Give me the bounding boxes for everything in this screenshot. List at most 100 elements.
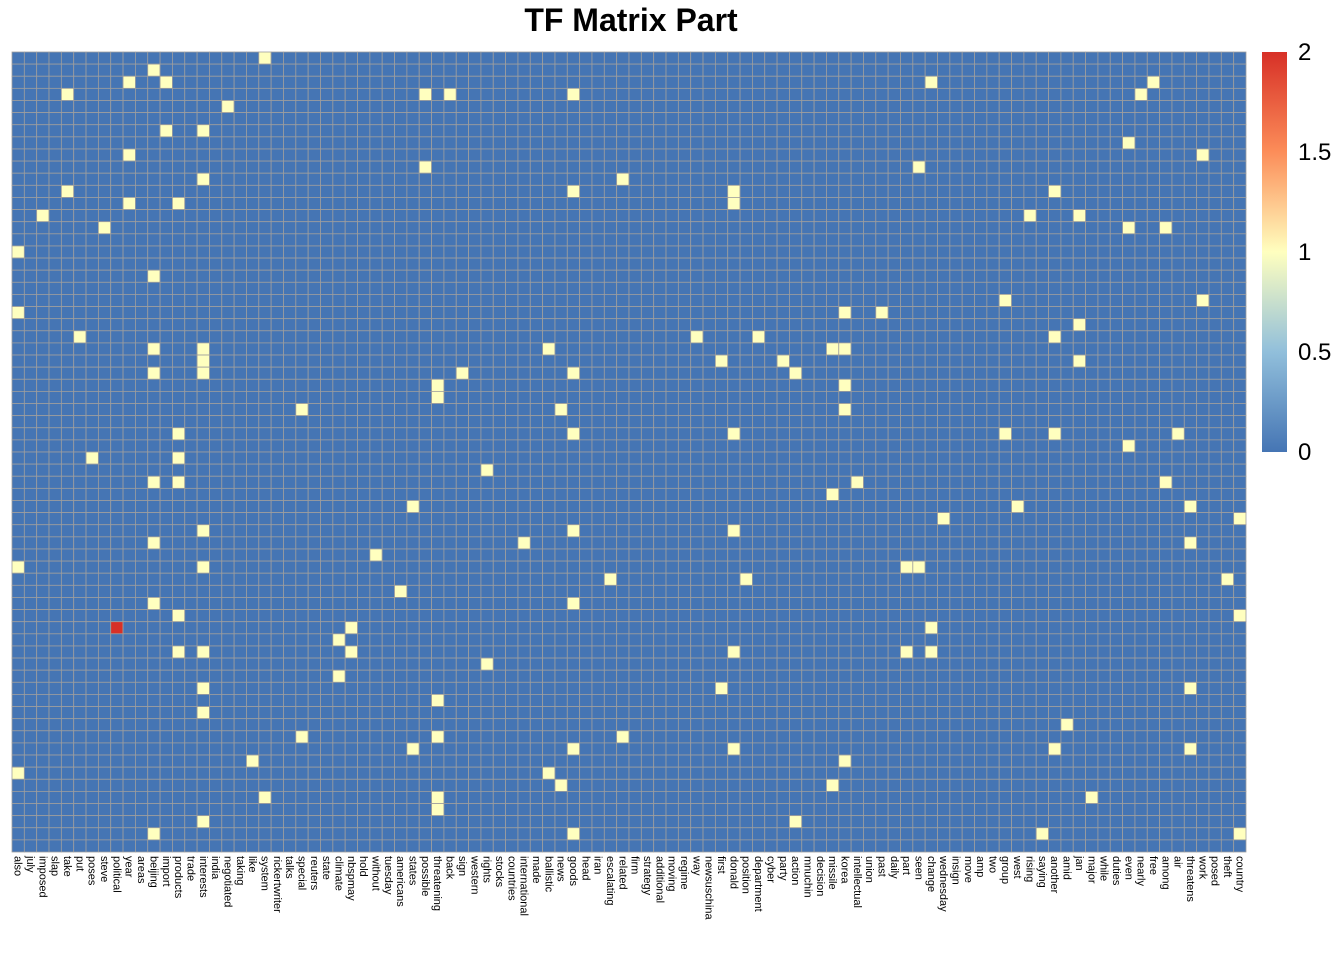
heatmap-cell bbox=[134, 500, 149, 514]
heatmap-cell bbox=[468, 100, 482, 114]
heatmap-cell bbox=[517, 318, 531, 332]
heatmap-cell bbox=[357, 51, 371, 65]
heatmap-cell bbox=[813, 184, 827, 198]
heatmap-cell bbox=[122, 160, 136, 174]
heatmap-cell bbox=[764, 487, 778, 501]
heatmap-cell bbox=[640, 233, 655, 247]
heatmap-cell bbox=[838, 136, 852, 150]
heatmap-cell bbox=[628, 172, 642, 186]
heatmap-cell bbox=[233, 281, 247, 295]
heatmap-cell bbox=[863, 415, 877, 429]
heatmap-cell bbox=[270, 633, 284, 647]
heatmap-cell bbox=[1233, 148, 1247, 162]
heatmap-cell bbox=[1011, 124, 1025, 138]
heatmap-cell bbox=[974, 597, 988, 610]
heatmap-cell bbox=[1233, 427, 1247, 441]
heatmap-cell bbox=[863, 560, 877, 574]
heatmap-cell bbox=[653, 209, 667, 223]
heatmap-cell bbox=[1220, 269, 1235, 283]
heatmap-cell bbox=[1097, 281, 1111, 295]
heatmap-cell bbox=[1011, 318, 1025, 332]
heatmap-cell bbox=[110, 354, 124, 368]
heatmap-cell bbox=[147, 112, 161, 126]
heatmap-cell bbox=[1146, 209, 1161, 223]
heatmap-cell bbox=[258, 548, 272, 562]
heatmap-cell bbox=[369, 621, 383, 635]
heatmap-cell bbox=[875, 354, 889, 368]
heatmap-cell bbox=[1035, 512, 1049, 526]
heatmap-cell bbox=[48, 609, 62, 623]
heatmap-cell bbox=[974, 451, 988, 465]
heatmap-cell bbox=[172, 427, 186, 441]
heatmap-cell bbox=[270, 584, 284, 598]
heatmap-cell bbox=[295, 245, 309, 259]
heatmap-cell bbox=[320, 100, 334, 114]
heatmap-cell bbox=[986, 136, 1000, 150]
heatmap-cell bbox=[73, 645, 87, 659]
heatmap-cell bbox=[1134, 112, 1148, 126]
heatmap-cell bbox=[455, 415, 469, 429]
heatmap-cell bbox=[492, 257, 507, 271]
heatmap-cell bbox=[110, 75, 124, 89]
heatmap-cell bbox=[110, 221, 124, 235]
heatmap-cell bbox=[97, 403, 112, 417]
heatmap-cell bbox=[1097, 112, 1111, 126]
heatmap-cell bbox=[394, 342, 408, 356]
heatmap-cell bbox=[1097, 403, 1111, 417]
heatmap-cell bbox=[875, 536, 889, 550]
heatmap-cell bbox=[147, 209, 161, 223]
heatmap-cell bbox=[653, 487, 667, 501]
heatmap-cell bbox=[1233, 100, 1247, 114]
heatmap-cell bbox=[998, 572, 1012, 586]
heatmap-cell bbox=[801, 536, 815, 550]
heatmap-cell bbox=[961, 536, 975, 550]
heatmap-cell bbox=[196, 294, 210, 307]
heatmap-cell bbox=[332, 87, 346, 101]
heatmap-cell bbox=[147, 390, 161, 404]
heatmap-cell bbox=[529, 100, 544, 114]
heatmap-cell bbox=[813, 342, 827, 356]
heatmap-cell bbox=[949, 560, 963, 574]
heatmap-cell bbox=[1183, 233, 1198, 247]
heatmap-cell bbox=[579, 112, 593, 126]
heatmap-cell bbox=[1072, 160, 1086, 174]
heatmap-cell bbox=[505, 487, 519, 501]
heatmap-cell bbox=[566, 633, 581, 647]
heatmap-cell bbox=[60, 354, 75, 368]
heatmap-cell bbox=[48, 221, 62, 235]
heatmap-cell bbox=[1023, 51, 1037, 65]
heatmap-cell bbox=[702, 366, 716, 380]
heatmap-cell bbox=[147, 51, 161, 65]
heatmap-cell bbox=[1072, 645, 1086, 659]
heatmap-cell bbox=[1208, 257, 1222, 271]
heatmap-cell bbox=[1122, 451, 1136, 465]
heatmap-cell bbox=[159, 51, 173, 65]
heatmap-cell bbox=[1085, 645, 1099, 659]
heatmap-cell bbox=[431, 621, 445, 635]
heatmap-cell bbox=[1159, 378, 1173, 392]
heatmap-cell bbox=[394, 63, 408, 77]
heatmap-cell bbox=[418, 633, 432, 647]
heatmap-cell bbox=[949, 63, 963, 77]
heatmap-cell bbox=[394, 197, 408, 210]
heatmap-cell bbox=[739, 184, 753, 198]
heatmap-cell bbox=[850, 633, 864, 647]
heatmap-cell bbox=[900, 584, 914, 598]
heatmap-cell bbox=[443, 197, 457, 210]
heatmap-cell bbox=[826, 415, 840, 429]
heatmap-cell bbox=[603, 148, 618, 162]
heatmap-cell bbox=[172, 184, 186, 198]
heatmap-cell bbox=[937, 475, 951, 489]
heatmap-cell bbox=[270, 597, 284, 610]
heatmap-cell bbox=[653, 403, 667, 417]
heatmap-cell bbox=[369, 197, 383, 210]
heatmap-cell bbox=[11, 148, 25, 162]
heatmap-cell bbox=[468, 148, 482, 162]
heatmap-cell bbox=[924, 75, 938, 89]
heatmap-cell bbox=[1097, 294, 1111, 307]
heatmap-cell bbox=[998, 63, 1012, 77]
heatmap-cell bbox=[727, 366, 741, 380]
heatmap-cell bbox=[826, 63, 840, 77]
heatmap-cell bbox=[221, 172, 235, 186]
heatmap-cell bbox=[924, 548, 938, 562]
